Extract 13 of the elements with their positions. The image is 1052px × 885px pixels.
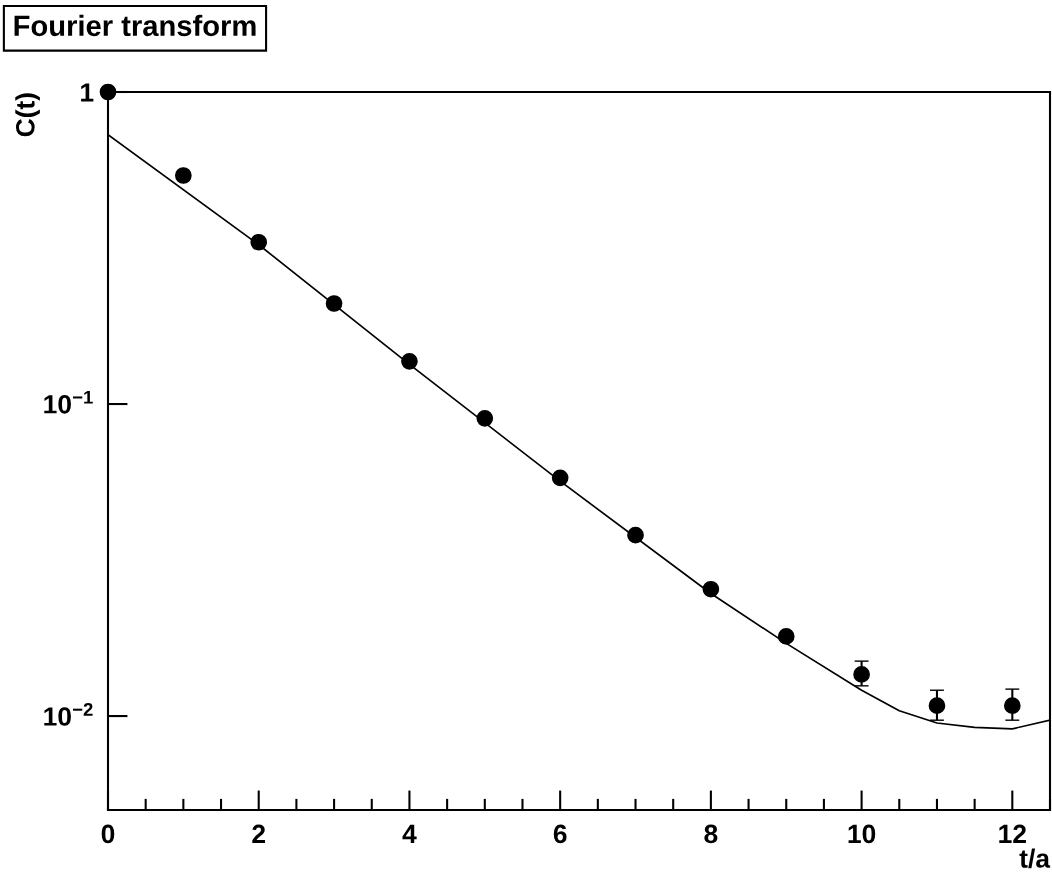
y-tick-label: 10$^{−2}$ (44, 702, 93, 726)
x-tick-label: 2 (252, 824, 265, 844)
x-axis-title: t/a (1019, 848, 1051, 869)
x-tick-label: 4 (402, 824, 417, 844)
x-tick-label: 12 (999, 824, 1026, 844)
chart-title: Fourier transform (14, 14, 256, 37)
y-tick-label: 1 (81, 83, 94, 102)
x-tick-label: 0 (101, 824, 115, 844)
x-tick-label: 8 (704, 824, 718, 844)
y-tick-label: 10$^{−1}$ (44, 390, 93, 414)
x-tick-label: 10 (848, 824, 876, 844)
y-axis-title: C(t) (15, 93, 40, 137)
x-tick-label: 6 (553, 824, 567, 844)
